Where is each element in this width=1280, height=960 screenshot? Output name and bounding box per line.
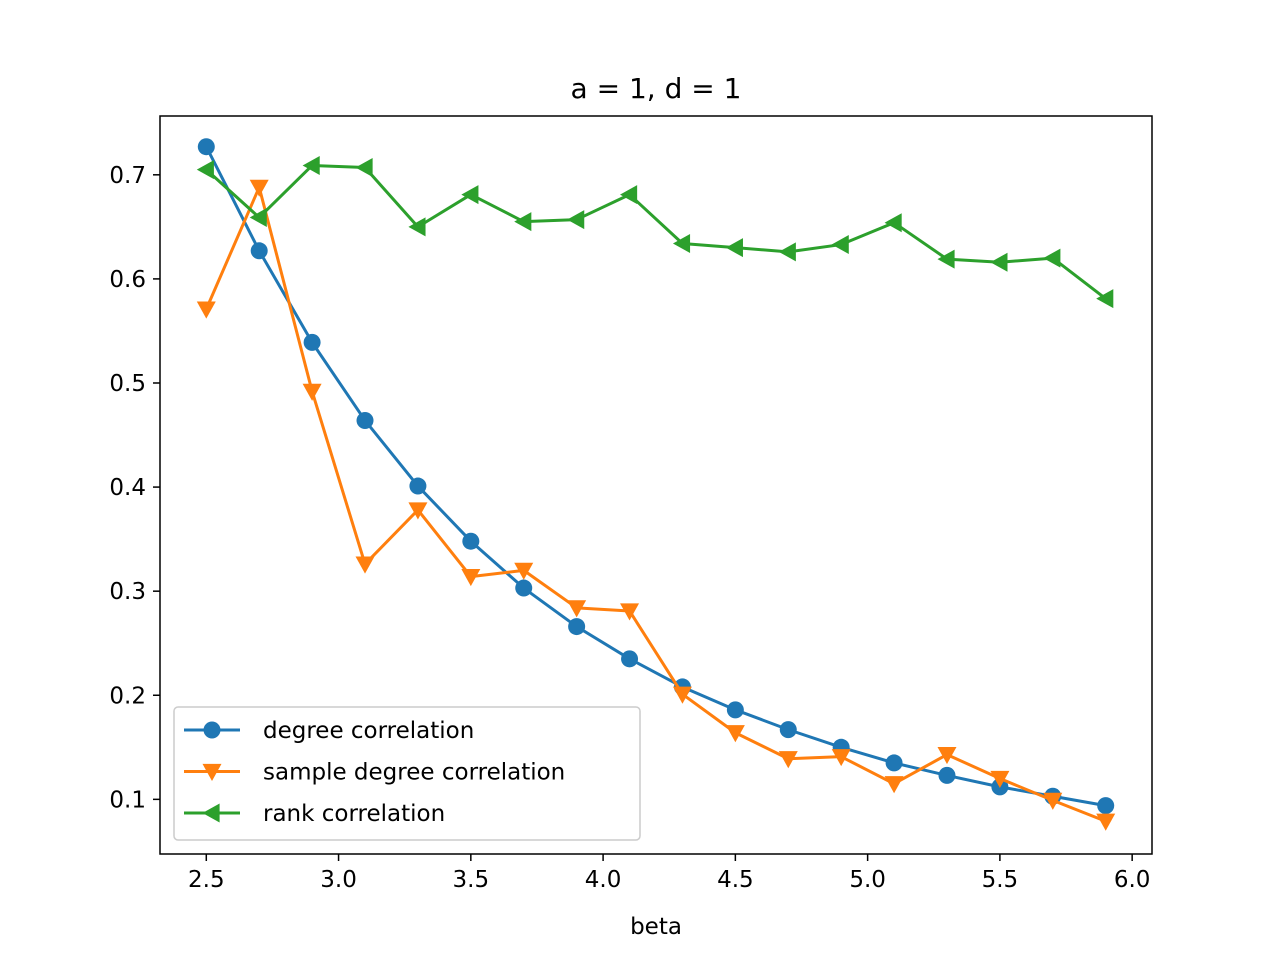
data-point (884, 776, 904, 794)
data-point (725, 238, 743, 258)
data-point (1043, 792, 1063, 810)
legend-label: degree correlation (263, 718, 474, 744)
data-point (779, 721, 797, 739)
data-point (672, 686, 692, 704)
plot-frame (159, 115, 1153, 855)
data-point (1096, 813, 1116, 831)
data-point (409, 477, 427, 495)
series-line (204, 146, 1106, 808)
data-point (1043, 248, 1061, 268)
data-point (778, 751, 798, 769)
y-tick-label: 0.2 (109, 683, 146, 709)
data-point (726, 701, 744, 719)
data-point (885, 754, 903, 772)
data-point (725, 725, 745, 743)
data-point (884, 213, 902, 233)
series-rank-correlation (196, 155, 1114, 309)
data-point (408, 502, 428, 520)
legend-entry: rank correlation (184, 801, 445, 827)
y-tick-label: 0.6 (109, 267, 146, 293)
data-point (249, 207, 267, 227)
data-point (937, 249, 955, 269)
data-point (672, 234, 691, 254)
data-point (302, 383, 322, 401)
legend-box (173, 706, 641, 841)
x-tick-label: 2.5 (188, 867, 225, 893)
legend-marker (202, 803, 220, 823)
data-point (568, 618, 586, 636)
y-tick-label: 0.1 (109, 787, 146, 813)
data-point (567, 600, 587, 618)
x-tick-label: 4.0 (585, 867, 622, 893)
y-tick-label: 0.3 (109, 579, 146, 605)
data-point (355, 158, 373, 178)
data-point (356, 411, 374, 429)
plot-area (196, 138, 1116, 831)
y-tick-label: 0.4 (109, 475, 146, 501)
legend-entry: sample degree correlation (184, 760, 565, 786)
data-point (567, 210, 585, 230)
data-point (302, 155, 320, 175)
data-point (461, 568, 481, 587)
data-point (514, 562, 534, 580)
data-point (514, 212, 532, 232)
data-point (408, 217, 426, 237)
data-point (461, 185, 479, 205)
x-tick-label: 3.5 (453, 867, 490, 893)
data-point (515, 579, 533, 597)
data-point (990, 252, 1008, 272)
data-point (990, 770, 1010, 789)
data-point (303, 333, 321, 351)
legend-label: sample degree correlation (263, 760, 565, 786)
chart-title: a = 1, d = 1 (571, 72, 742, 105)
x-tick-label: 5.0 (849, 867, 886, 893)
data-point (196, 301, 216, 319)
x-tick-label: 3.0 (320, 867, 357, 893)
legend-marker (202, 763, 222, 781)
data-point (620, 185, 638, 205)
series-sample-degree-correlation (196, 179, 1116, 831)
data-point (937, 746, 957, 765)
x-tick-label: 6.0 (1114, 867, 1151, 893)
legend-entry: degree correlation (184, 718, 474, 744)
data-point (1096, 289, 1114, 309)
data-point (196, 160, 214, 180)
legend: degree correlation sample degree correlat… (173, 706, 641, 841)
data-point (249, 179, 269, 197)
data-point (1097, 797, 1115, 815)
legend-label: rank correlation (263, 801, 445, 827)
y-tick-label: 0.7 (109, 163, 146, 189)
x-tick-label: 5.5 (982, 867, 1019, 893)
x-axis-label: beta (630, 914, 682, 940)
data-point (197, 138, 215, 156)
data-point (831, 749, 851, 767)
series-degree-correlation (197, 138, 1115, 815)
y-axis: 0.1 0.2 0.3 0.4 0.5 0.6 0.7 (109, 163, 160, 813)
data-point (250, 242, 268, 260)
data-point (938, 766, 956, 784)
legend-marker (203, 721, 221, 739)
data-point (621, 650, 639, 668)
data-point (355, 556, 375, 574)
series-line (204, 185, 1107, 823)
x-tick-label: 4.5 (717, 867, 754, 893)
data-point (778, 242, 796, 262)
y-tick-label: 0.5 (109, 371, 146, 397)
data-point (462, 532, 480, 550)
data-point (620, 603, 640, 621)
data-point (831, 235, 849, 255)
x-axis: 2.5 3.0 3.5 4.0 4.5 5.0 5.5 6.0 (188, 854, 1150, 893)
